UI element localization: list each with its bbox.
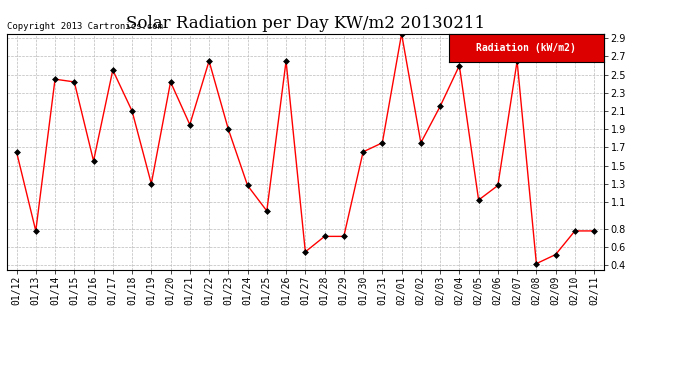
Title: Solar Radiation per Day KW/m2 20130211: Solar Radiation per Day KW/m2 20130211: [126, 15, 485, 32]
Text: Copyright 2013 Cartronics.com: Copyright 2013 Cartronics.com: [7, 22, 163, 32]
